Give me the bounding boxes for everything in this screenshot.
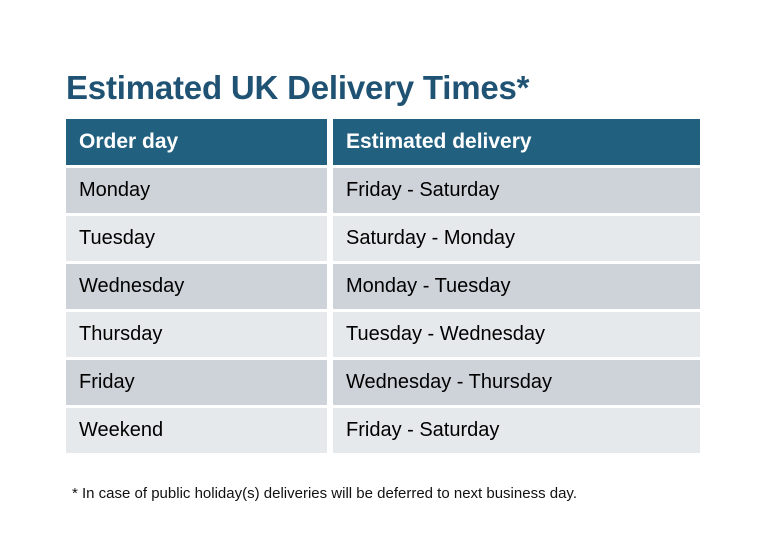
cell-estimated-delivery: Tuesday - Wednesday xyxy=(333,312,700,357)
cell-order-day: Tuesday xyxy=(66,216,327,261)
cell-estimated-delivery: Saturday - Monday xyxy=(333,216,700,261)
cell-order-day: Weekend xyxy=(66,408,327,453)
delivery-times-table: Order day Estimated delivery Monday Frid… xyxy=(66,119,700,456)
column-gap xyxy=(327,360,333,405)
cell-order-day: Thursday xyxy=(66,312,327,357)
column-gap xyxy=(327,216,333,261)
cell-estimated-delivery: Friday - Saturday xyxy=(333,408,700,453)
column-header-estimated-delivery: Estimated delivery xyxy=(333,119,700,165)
table-row: Wednesday Monday - Tuesday xyxy=(66,264,700,309)
column-gap xyxy=(327,119,333,164)
table-row: Weekend Friday - Saturday xyxy=(66,408,700,453)
table-row: Friday Wednesday - Thursday xyxy=(66,360,700,405)
cell-order-day: Wednesday xyxy=(66,264,327,309)
cell-estimated-delivery: Monday - Tuesday xyxy=(333,264,700,309)
cell-order-day: Friday xyxy=(66,360,327,405)
column-gap xyxy=(327,408,333,453)
cell-estimated-delivery: Friday - Saturday xyxy=(333,168,700,213)
page-title: Estimated UK Delivery Times* xyxy=(66,69,530,107)
cell-order-day: Monday xyxy=(66,168,327,213)
table-row: Thursday Tuesday - Wednesday xyxy=(66,312,700,357)
footnote-text: * In case of public holiday(s) deliverie… xyxy=(72,485,577,502)
table-row: Tuesday Saturday - Monday xyxy=(66,216,700,261)
column-gap xyxy=(327,312,333,357)
table-header-row: Order day Estimated delivery xyxy=(66,119,700,165)
column-header-order-day: Order day xyxy=(66,119,327,165)
cell-estimated-delivery: Wednesday - Thursday xyxy=(333,360,700,405)
column-gap xyxy=(327,264,333,309)
table-row: Monday Friday - Saturday xyxy=(66,168,700,213)
column-gap xyxy=(327,168,333,213)
